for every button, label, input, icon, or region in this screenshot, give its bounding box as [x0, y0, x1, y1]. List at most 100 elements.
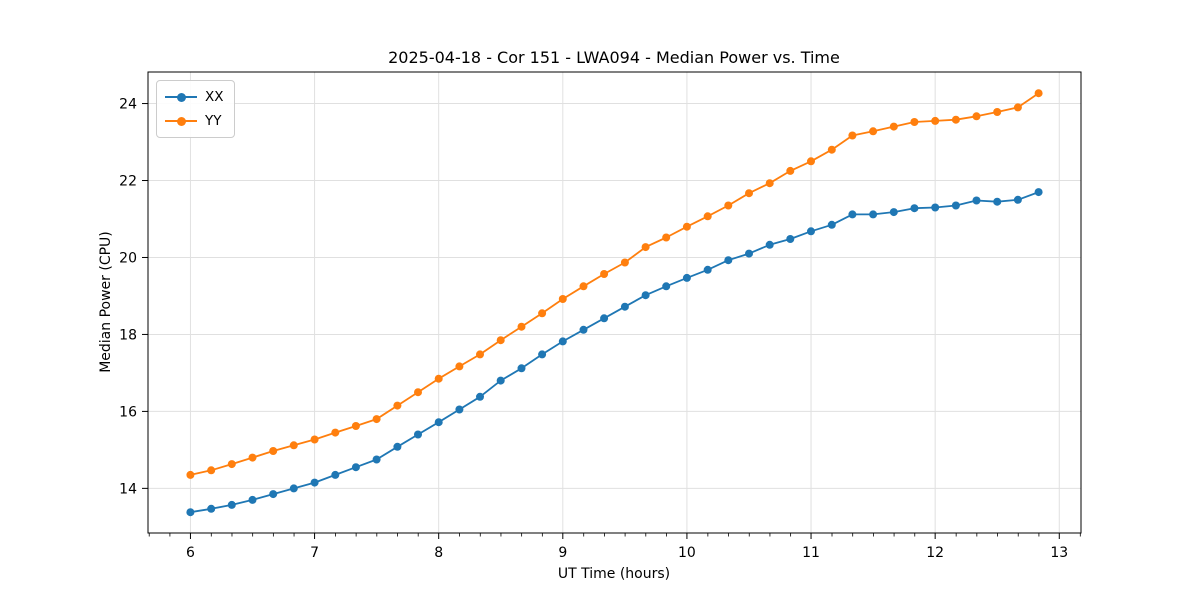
data-point-xx: [889, 208, 898, 217]
legend-label: YY: [205, 113, 222, 129]
data-point-yy: [538, 309, 547, 318]
data-point-yy: [269, 447, 278, 455]
data-point-yy: [1034, 89, 1043, 98]
data-point-xx: [310, 478, 319, 487]
data-point-xx: [682, 273, 691, 282]
data-point-yy: [600, 270, 609, 278]
data-point-xx: [207, 504, 216, 513]
data-point-xx: [289, 484, 298, 493]
tick-layer: 6 7 8 9 10 11 12 13 14 16 18 20 22 24: [119, 97, 1081, 561]
data-point-yy: [931, 116, 940, 125]
data-point-xx: [496, 376, 505, 385]
data-point-yy: [703, 212, 712, 221]
data-point-xx: [579, 325, 588, 334]
data-point-xx: [765, 240, 774, 249]
series-line-xx: [189, 191, 1040, 514]
data-point-yy: [807, 157, 815, 166]
data-point-xx: [910, 204, 919, 213]
data-point-xx: [393, 442, 402, 451]
x-tick-label: 9: [558, 545, 567, 561]
data-point-yy: [310, 435, 319, 444]
data-point-yy: [207, 466, 216, 475]
y-tick-label: 16: [119, 404, 137, 420]
x-tick-label: 11: [802, 545, 820, 561]
x-tick-label: 12: [926, 545, 944, 561]
data-point-yy: [641, 243, 650, 252]
data-point-xx: [269, 490, 278, 499]
x-tick-label: 13: [1050, 545, 1068, 561]
data-point-yy: [1013, 103, 1022, 112]
data-point-yy: [724, 201, 733, 210]
data-point-xx: [1034, 188, 1043, 197]
data-point-xx: [538, 350, 547, 359]
legend-item-xx: XX: [165, 86, 224, 108]
x-tick-label: 7: [310, 545, 319, 561]
plot-border: [147, 71, 1082, 534]
data-point-yy: [827, 145, 836, 154]
data-point-yy: [869, 127, 878, 136]
data-point-yy: [682, 222, 691, 231]
data-point-xx: [641, 291, 650, 300]
data-point-yy: [558, 295, 567, 303]
data-point-yy: [517, 322, 526, 331]
data-point-xx: [248, 495, 257, 504]
data-point-yy: [889, 122, 898, 131]
data-point-xx: [931, 203, 940, 212]
data-point-yy: [393, 401, 402, 410]
series-layer: [186, 89, 1043, 517]
data-point-xx: [724, 256, 733, 265]
data-point-xx: [807, 227, 815, 236]
x-tick-label: 6: [186, 545, 195, 561]
data-point-yy: [289, 441, 298, 450]
data-point-yy: [951, 115, 960, 124]
data-point-xx: [848, 210, 857, 219]
data-point-yy: [848, 131, 857, 140]
legend-line-marker-icon: [165, 86, 197, 108]
data-point-yy: [455, 362, 464, 371]
data-point-xx: [620, 302, 629, 311]
data-point-yy: [186, 470, 195, 479]
legend-label: XX: [205, 89, 224, 105]
data-point-yy: [434, 374, 443, 383]
data-point-yy: [765, 179, 774, 188]
data-point-yy: [496, 336, 505, 345]
data-point-xx: [869, 210, 878, 219]
data-point-yy: [620, 258, 629, 267]
data-point-xx: [972, 196, 981, 205]
data-point-xx: [372, 455, 381, 464]
data-point-xx: [331, 470, 340, 479]
data-point-xx: [1013, 195, 1022, 204]
x-axis-label: UT Time (hours): [558, 566, 670, 582]
data-point-xx: [786, 235, 795, 243]
data-point-yy: [662, 233, 671, 242]
y-tick-label: 18: [119, 327, 137, 343]
data-point-xx: [558, 337, 567, 346]
data-point-xx: [745, 249, 753, 258]
x-tick-label: 8: [434, 545, 443, 561]
legend-line-marker-icon: [165, 110, 197, 132]
data-point-xx: [476, 392, 484, 401]
data-point-xx: [455, 405, 464, 414]
data-point-xx: [951, 201, 960, 210]
data-point-yy: [248, 453, 257, 462]
legend-item-yy: YY: [165, 110, 224, 132]
data-point-xx: [703, 265, 712, 274]
data-point-xx: [517, 364, 526, 373]
data-point-yy: [993, 108, 1002, 116]
data-point-xx: [827, 220, 836, 229]
data-point-yy: [476, 350, 484, 359]
y-tick-label: 14: [119, 481, 137, 497]
data-point-yy: [331, 428, 340, 437]
data-point-yy: [414, 388, 422, 397]
data-point-yy: [910, 118, 919, 126]
grid-layer: [148, 72, 1081, 533]
y-tick-label: 20: [119, 250, 137, 266]
y-axis-label: Median Power (CPU): [98, 231, 114, 373]
data-point-yy: [786, 166, 795, 175]
data-point-xx: [993, 197, 1002, 206]
data-point-xx: [351, 463, 360, 472]
data-point-xx: [662, 282, 671, 291]
data-point-yy: [372, 415, 381, 424]
